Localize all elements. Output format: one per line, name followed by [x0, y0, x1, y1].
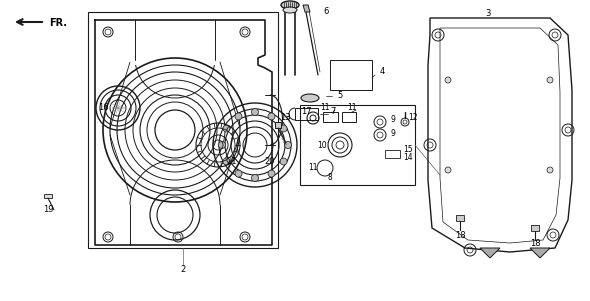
- Ellipse shape: [283, 7, 297, 13]
- Text: 15: 15: [403, 145, 413, 154]
- Text: 11: 11: [308, 163, 318, 172]
- Text: 13: 13: [280, 113, 290, 123]
- Text: 4: 4: [379, 67, 385, 76]
- Text: 11: 11: [320, 104, 330, 113]
- Polygon shape: [275, 122, 281, 128]
- Ellipse shape: [301, 94, 319, 102]
- Text: 9: 9: [391, 129, 395, 138]
- Circle shape: [223, 158, 230, 165]
- Circle shape: [445, 77, 451, 83]
- Circle shape: [251, 175, 258, 182]
- Text: 2: 2: [181, 265, 186, 275]
- Text: 9: 9: [391, 116, 395, 125]
- Circle shape: [268, 170, 275, 177]
- Polygon shape: [456, 215, 464, 221]
- Text: 17: 17: [301, 107, 312, 116]
- Circle shape: [547, 167, 553, 173]
- Circle shape: [284, 141, 291, 148]
- Circle shape: [218, 141, 225, 148]
- Text: 19: 19: [42, 206, 53, 215]
- Circle shape: [445, 167, 451, 173]
- Circle shape: [547, 77, 553, 83]
- Text: 12: 12: [408, 113, 418, 123]
- Circle shape: [280, 125, 287, 132]
- Text: 10: 10: [317, 141, 327, 150]
- Text: 21: 21: [227, 157, 237, 166]
- Circle shape: [280, 158, 287, 165]
- Polygon shape: [44, 194, 52, 198]
- Bar: [330, 60, 372, 90]
- Circle shape: [268, 113, 275, 120]
- Text: 18: 18: [530, 238, 540, 247]
- Text: 14: 14: [403, 154, 413, 163]
- Circle shape: [235, 113, 242, 120]
- Polygon shape: [531, 225, 539, 231]
- Text: FR.: FR.: [49, 18, 67, 28]
- Text: 18: 18: [455, 231, 466, 240]
- Text: 7: 7: [330, 107, 336, 116]
- Text: 5: 5: [337, 92, 343, 101]
- Text: 16: 16: [98, 104, 109, 113]
- Polygon shape: [303, 5, 310, 12]
- Text: 3: 3: [486, 10, 491, 18]
- Text: 20: 20: [265, 157, 276, 166]
- Text: 8: 8: [327, 173, 332, 182]
- Ellipse shape: [281, 1, 299, 9]
- Text: 11: 11: [348, 104, 357, 113]
- Polygon shape: [480, 248, 500, 258]
- Text: 6: 6: [323, 8, 329, 17]
- Circle shape: [235, 170, 242, 177]
- Polygon shape: [530, 248, 550, 258]
- Circle shape: [251, 108, 258, 116]
- Circle shape: [223, 125, 230, 132]
